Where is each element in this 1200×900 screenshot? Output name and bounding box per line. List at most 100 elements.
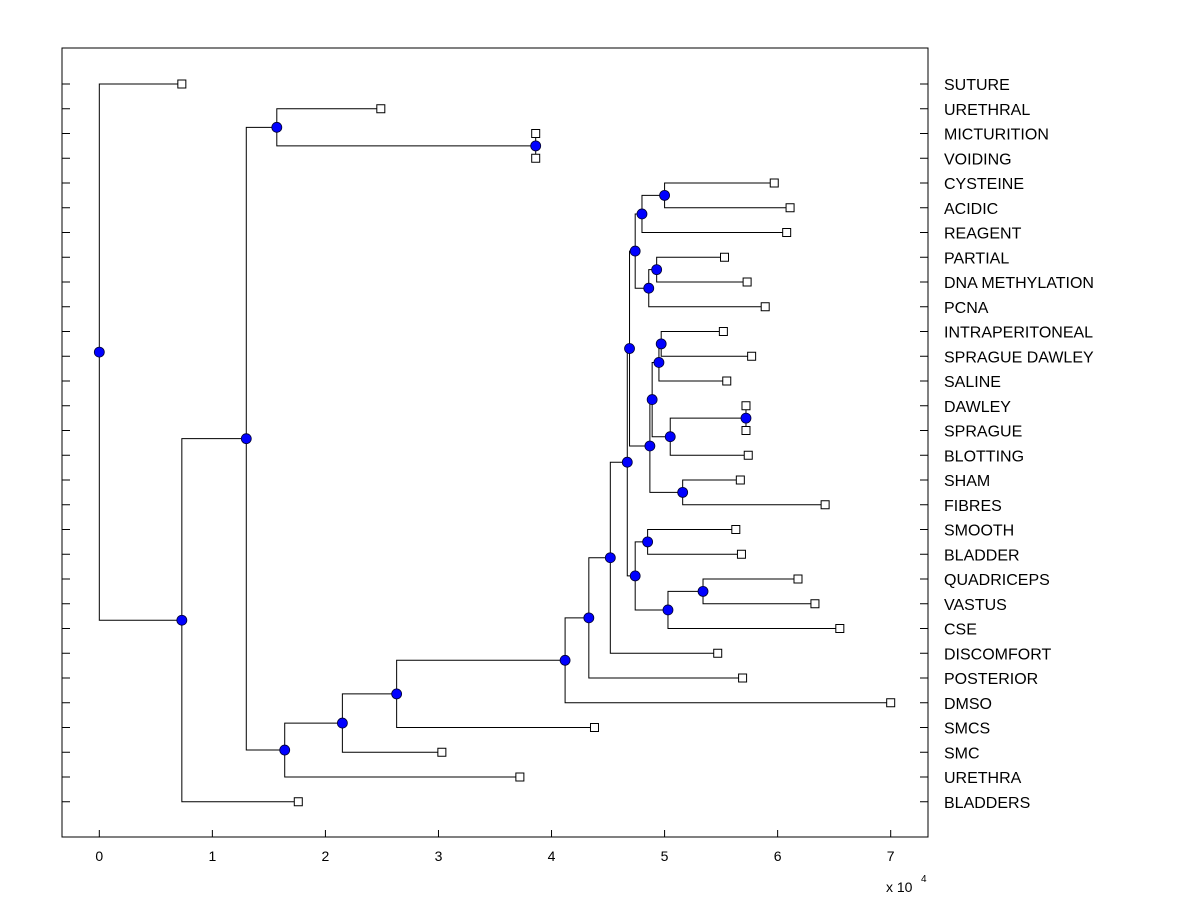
leaf-label: CSE: [944, 622, 977, 639]
leaf-marker: [735, 475, 745, 485]
link-n8: [660, 331, 752, 357]
leaf-marker: [742, 277, 752, 287]
merge-node: [621, 456, 633, 468]
leaf-label: DMSO: [944, 696, 992, 713]
y-tick-marks: [62, 83, 928, 803]
leaf-label: CYSTEINE: [944, 176, 1024, 193]
leaf-marker: [713, 648, 723, 658]
leaf-marker: [177, 79, 187, 89]
link-n4: [641, 194, 787, 233]
link-n25: [341, 693, 442, 753]
merge-node: [336, 717, 348, 729]
leaf-marker: [738, 673, 748, 683]
link-n21: [609, 461, 718, 654]
leaf-label: URETHRA: [944, 770, 1022, 787]
x-tick-label: 3: [435, 848, 443, 864]
link-n29: [98, 83, 182, 621]
link-n27: [245, 126, 285, 751]
merge-node: [651, 264, 663, 276]
leaf-marker: [769, 178, 779, 188]
leaf-label: QUADRICEPS: [944, 572, 1050, 589]
x-tick-label: 5: [661, 848, 669, 864]
link-n13: [682, 479, 826, 506]
link-n9: [658, 343, 727, 382]
merge-node: [664, 431, 676, 443]
merge-node: [643, 282, 655, 294]
merge-node: [740, 412, 752, 424]
leaf-label: SALINE: [944, 374, 1001, 391]
leaf-label: URETHRAL: [944, 102, 1030, 119]
leaf-marker: [886, 698, 896, 708]
merge-node: [629, 570, 641, 582]
leaf-marker: [741, 401, 751, 411]
leaf-label: ACIDIC: [944, 201, 998, 218]
x-tick-label: 2: [322, 848, 330, 864]
merge-node: [559, 654, 571, 666]
leaf-marker: [531, 129, 541, 138]
merge-node: [583, 612, 595, 624]
leaf-label: BLADDER: [944, 547, 1020, 564]
merge-node: [662, 604, 674, 616]
merge-node: [644, 440, 656, 452]
link-n5: [656, 256, 748, 283]
merge-node: [697, 585, 709, 597]
leaf-label: SMOOTH: [944, 523, 1014, 540]
leaf-label: PARTIAL: [944, 250, 1009, 267]
merge-node: [604, 552, 616, 564]
leaf-marker: [515, 772, 525, 782]
leaf-label: FIBRES: [944, 498, 1002, 515]
link-n18: [667, 590, 840, 629]
link-n26: [284, 722, 520, 778]
leaf-marker: [741, 426, 751, 435]
merge-node: [653, 357, 665, 368]
leaf-marker: [531, 153, 541, 163]
leaf-label: BLADDERS: [944, 795, 1030, 812]
merge-node: [271, 121, 283, 133]
x-axis-multiplier-exponent: 4: [921, 874, 927, 885]
link-n6: [648, 269, 766, 308]
merge-node: [659, 189, 670, 201]
link-n11: [669, 417, 749, 456]
merge-node: [642, 536, 654, 548]
leaf-marker: [793, 574, 803, 584]
plot-frame: [61, 47, 929, 838]
merge-node: [655, 338, 667, 350]
leaf-label: INTRAPERITONEAL: [944, 325, 1093, 342]
leaf-label: BLOTTING: [944, 448, 1024, 465]
x-axis-multiplier: x 10: [886, 879, 913, 895]
merge-node: [240, 433, 252, 445]
link-n2: [276, 108, 536, 147]
x-tick-label: 6: [774, 848, 782, 864]
leaf-label: VASTUS: [944, 597, 1007, 614]
leaf-marker: [589, 723, 599, 732]
x-axis-ticks: 0 1 2 3 4 5 6 7: [95, 830, 895, 864]
leaf-marker: [785, 203, 795, 213]
leaf-marker: [747, 351, 757, 361]
leaf-label: SPRAGUE: [944, 424, 1022, 441]
x-tick-label: 4: [548, 848, 556, 864]
leaf-marker: [835, 624, 845, 633]
leaf-label: DNA METHYLATION: [944, 275, 1094, 292]
leaf-label: SPRAGUE DAWLEY: [944, 349, 1094, 366]
leaf-marker: [437, 747, 447, 757]
leaf-label: PCNA: [944, 300, 989, 317]
leaf-marker: [376, 104, 386, 114]
leaf-label: SMC: [944, 745, 980, 762]
leaf-marker: [810, 599, 820, 609]
merge-node: [93, 346, 105, 358]
leaf-marker: [820, 500, 830, 510]
link-n22: [588, 557, 743, 679]
leaf-label: SMCS: [944, 721, 990, 738]
leaf-label: SUTURE: [944, 77, 1010, 94]
leaf-labels: SUTURE URETHRAL MICTURITION VOIDING CYSTEINE…: [944, 77, 1094, 812]
leaf-marker: [782, 228, 792, 237]
leaf-marker: [760, 302, 770, 312]
leaf-label: MICTURITION: [944, 127, 1049, 144]
merge-node: [391, 688, 403, 700]
leaf-marker: [731, 525, 741, 534]
leaf-label: POSTERIOR: [944, 671, 1038, 688]
x-tick-label: 0: [95, 848, 103, 864]
merge-node: [636, 208, 648, 220]
